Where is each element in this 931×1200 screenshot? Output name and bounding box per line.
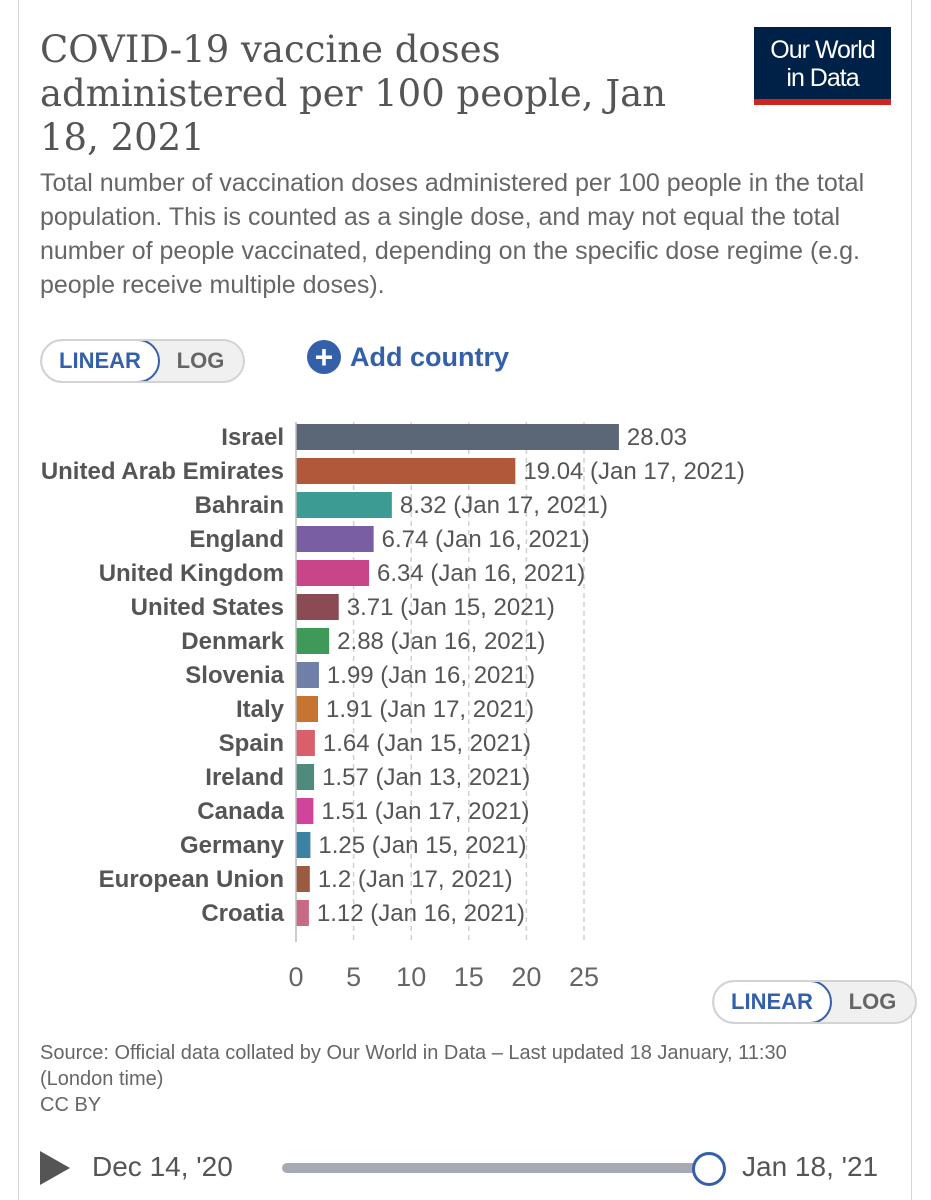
add-country-label: Add country (350, 341, 509, 372)
x-tick-label-5: 5 (346, 962, 361, 990)
timeline-end-label: Jan 18, '21 (742, 1151, 879, 1182)
add-country-button[interactable]: + Add country (307, 340, 509, 374)
bar-1 (296, 458, 516, 484)
bar-7 (296, 662, 319, 688)
category-label-13: European Union (99, 866, 284, 893)
value-label-12: 1.25 (Jan 15, 2021) (318, 832, 526, 859)
value-label-14: 1.12 (Jan 16, 2021) (317, 900, 525, 927)
bar-8 (296, 696, 319, 722)
category-label-10: Ireland (205, 764, 284, 791)
log-scale-button-bottom[interactable]: LOG (848, 989, 897, 1014)
chart-title: COVID-19 vaccine doses administered per … (40, 28, 667, 159)
value-label-10: 1.57 (Jan 13, 2021) (322, 764, 530, 791)
value-label-2: 8.32 (Jan 17, 2021) (400, 492, 608, 519)
value-label-11: 1.51 (Jan 17, 2021) (321, 798, 529, 825)
category-label-12: Germany (180, 832, 285, 859)
play-icon[interactable] (40, 1151, 70, 1185)
category-label-3: England (189, 526, 284, 553)
timeline-track[interactable] (282, 1163, 709, 1173)
timeline: Dec 14, '20 Jan 18, '21 (40, 1145, 900, 1193)
owid-logo[interactable]: Our World in Data (754, 27, 891, 105)
value-label-1: 19.04 (Jan 17, 2021) (523, 458, 745, 485)
category-label-9: Spain (219, 730, 284, 757)
category-label-4: United Kingdom (99, 560, 284, 587)
bar-2 (296, 492, 392, 518)
value-label-0: 28.03 (627, 424, 687, 451)
value-label-4: 6.34 (Jan 16, 2021) (377, 560, 585, 587)
bar-11 (296, 798, 314, 824)
bar-9 (296, 730, 315, 756)
bar-6 (296, 628, 330, 654)
category-label-0: Israel (221, 424, 284, 451)
value-label-7: 1.99 (Jan 16, 2021) (327, 662, 535, 689)
value-label-8: 1.91 (Jan 17, 2021) (326, 696, 534, 723)
plus-circle-icon: + (307, 340, 341, 374)
timeline-start-label: Dec 14, '20 (92, 1151, 233, 1182)
scale-toggle-top: LINEAR LOG (40, 339, 245, 383)
category-label-2: Bahrain (195, 492, 284, 519)
bar-10 (296, 764, 315, 790)
x-tick-label-20: 20 (511, 962, 541, 990)
category-label-5: United States (131, 594, 284, 621)
value-label-6: 2.88 (Jan 16, 2021) (337, 628, 545, 655)
category-label-7: Slovenia (185, 662, 284, 689)
value-label-13: 1.2 (Jan 17, 2021) (318, 866, 513, 893)
value-label-5: 3.71 (Jan 15, 2021) (347, 594, 555, 621)
bar-12 (296, 832, 311, 858)
x-tick-label-10: 10 (396, 962, 426, 990)
chart-frame (18, 0, 912, 1200)
log-scale-button[interactable]: LOG (176, 348, 225, 373)
bar-4 (296, 560, 370, 586)
bar-3 (296, 526, 374, 552)
bar-0 (296, 424, 619, 450)
x-tick-label-25: 25 (569, 962, 599, 990)
logo-line-1: Our World (770, 36, 875, 64)
value-label-3: 6.74 (Jan 16, 2021) (382, 526, 590, 553)
linear-scale-button[interactable]: LINEAR (42, 341, 160, 381)
timeline-handle[interactable] (692, 1152, 726, 1186)
source-text: Source: Official data collated by Our Wo… (40, 1042, 787, 1090)
x-tick-label-0: 0 (288, 962, 303, 990)
value-label-9: 1.64 (Jan 15, 2021) (323, 730, 531, 757)
category-label-14: Croatia (201, 900, 284, 927)
x-tick-label-15: 15 (454, 962, 484, 990)
bar-14 (296, 900, 309, 926)
category-label-1: United Arab Emirates (41, 458, 284, 485)
linear-scale-button-bottom[interactable]: LINEAR (714, 982, 832, 1022)
bar-13 (296, 866, 310, 892)
category-label-8: Italy (236, 696, 285, 723)
category-label-11: Canada (197, 798, 284, 825)
category-label-6: Denmark (181, 628, 284, 655)
scale-toggle-bottom: LINEAR LOG (712, 980, 917, 1024)
logo-line-2: in Data (786, 64, 859, 92)
bar-chart: 0 5 10 15 20 25 Israel 28.03 United Arab Emirate… (41, 422, 745, 990)
source-note: Source: Official data collated by Our Wo… (40, 1040, 840, 1118)
bar-5 (296, 594, 339, 620)
chart-subtitle: Total number of vaccination doses admini… (40, 169, 865, 299)
license-text: CC BY (40, 1094, 102, 1116)
